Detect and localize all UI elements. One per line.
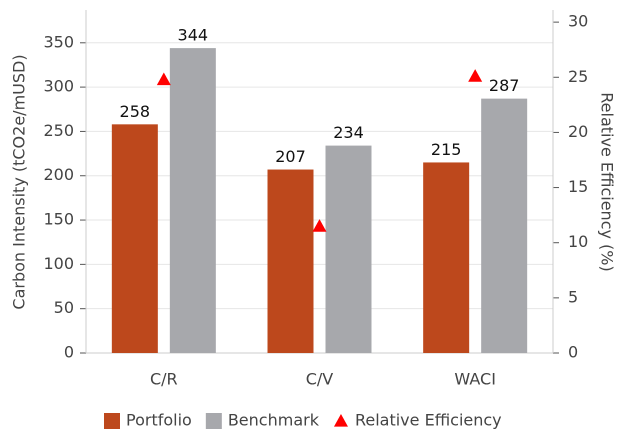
bar [169,48,216,353]
efficiency-marker [312,219,327,232]
value-label: 258 [120,102,151,121]
value-label: 234 [333,123,364,142]
legend-label: Portfolio [126,411,192,430]
legend-label: Relative Efficiency [355,411,502,430]
value-label: 344 [178,26,209,45]
y2-tick-label: 5 [568,287,578,306]
y2-tick-label: 30 [568,12,588,31]
value-label: 215 [431,140,462,159]
value-label: 287 [489,76,520,95]
y-tick-label: 150 [43,210,74,229]
legend-swatch [205,413,222,429]
y-tick-label: 200 [43,165,74,184]
y2-tick-label: 0 [568,343,578,362]
y-tick-label: 250 [43,121,74,140]
y-tick-label: 50 [54,298,74,317]
y2-tick-label: 20 [568,122,588,141]
legend-label: Benchmark [228,411,320,430]
x-tick-label: C/R [150,370,178,389]
x-tick-label: C/V [306,370,334,389]
legend-swatch [104,413,120,429]
efficiency-marker [468,69,483,82]
y2-axis-label: Relative Efficiency (%) [598,92,617,271]
value-label: 207 [275,147,306,166]
bar [111,124,158,353]
bar [481,98,528,353]
y-tick-label: 300 [43,77,74,96]
y2-tick-label: 10 [568,232,588,251]
x-tick-label: WACI [454,370,496,389]
y-axis-label: Carbon Intensity (tCO2e/mUSD) [10,54,29,309]
bar [267,169,314,353]
y-tick-label: 350 [43,32,74,51]
y2-tick-label: 25 [568,67,588,86]
bar [325,145,372,353]
y-tick-label: 0 [64,343,74,362]
efficiency-marker [156,72,171,86]
y-tick-label: 100 [43,254,74,273]
legend-marker [333,414,348,427]
bar [423,162,470,353]
y2-tick-label: 15 [568,177,588,196]
